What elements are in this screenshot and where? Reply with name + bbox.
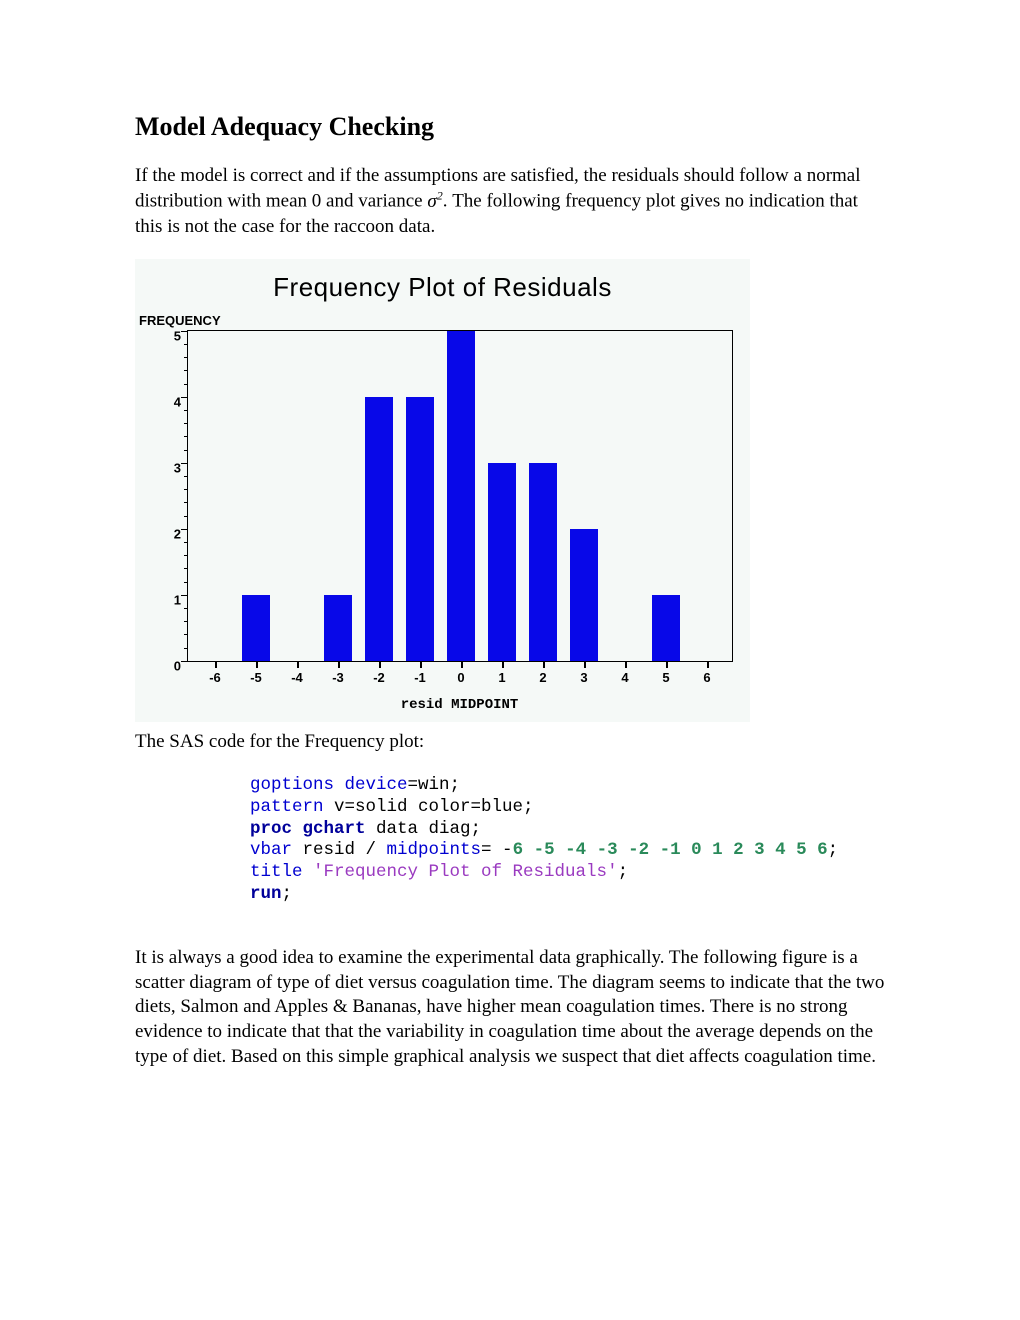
y-tick-mark bbox=[181, 331, 188, 333]
y-minor-tick bbox=[184, 542, 188, 544]
y-minor-tick bbox=[184, 384, 188, 386]
x-tick-label: 5 bbox=[662, 670, 669, 687]
x-label-row: -6 -5 -4 -3 -2 -1 0 1 2 3 4 5 6 bbox=[187, 670, 732, 692]
histogram-bar bbox=[242, 595, 270, 661]
y-tick-label: 0 bbox=[174, 658, 181, 675]
histogram-bar bbox=[324, 595, 352, 661]
x-tick-label: 1 bbox=[498, 670, 505, 687]
chart-body: 012345 bbox=[135, 330, 750, 662]
histogram-bar bbox=[447, 331, 475, 661]
y-minor-tick bbox=[184, 634, 188, 636]
sas-code-block: goptions device=win; pattern v=solid col… bbox=[250, 775, 885, 906]
frequency-chart: Frequency Plot of Residuals FREQUENCY 0 1… bbox=[135, 259, 750, 722]
y-tick-label: 2 bbox=[174, 526, 181, 543]
x-tick-mark bbox=[502, 662, 504, 668]
closing-paragraph: It is always a good idea to examine the … bbox=[135, 946, 885, 1069]
y-minor-tick bbox=[184, 582, 188, 584]
x-tick-mark bbox=[256, 662, 258, 668]
y-minor-tick bbox=[184, 608, 188, 610]
page-heading: Model Adequacy Checking bbox=[135, 110, 885, 144]
x-tick-label: 4 bbox=[621, 670, 628, 687]
histogram-bar bbox=[570, 529, 598, 661]
y-tick-label: 1 bbox=[174, 592, 181, 609]
sigma-symbol: σ2 bbox=[427, 191, 442, 212]
y-tick-label: 4 bbox=[174, 394, 181, 411]
x-tick-mark bbox=[707, 662, 709, 668]
histogram-bar bbox=[529, 463, 557, 661]
y-minor-tick bbox=[184, 450, 188, 452]
histogram-bar bbox=[488, 463, 516, 661]
y-minor-tick bbox=[184, 410, 188, 412]
y-minor-tick bbox=[184, 568, 188, 570]
x-tick-label: 6 bbox=[703, 670, 710, 687]
x-tick-mark bbox=[543, 662, 545, 668]
x-tick-mark bbox=[666, 662, 668, 668]
y-minor-tick bbox=[184, 555, 188, 557]
y-tick-label: 3 bbox=[174, 460, 181, 477]
intro-paragraph: If the model is correct and if the assum… bbox=[135, 164, 885, 239]
x-tick-mark bbox=[215, 662, 217, 668]
y-tick-label: 5 bbox=[174, 328, 181, 345]
y-axis-line bbox=[187, 331, 188, 661]
x-tick-mark bbox=[297, 662, 299, 668]
x-tick-label: 3 bbox=[580, 670, 587, 687]
y-tick-mark bbox=[181, 397, 188, 399]
x-tick-mark bbox=[379, 662, 381, 668]
x-tick-mark bbox=[625, 662, 627, 668]
y-minor-tick bbox=[184, 476, 188, 478]
y-tick-column: 012345 bbox=[135, 330, 187, 660]
x-tick-mark bbox=[338, 662, 340, 668]
y-minor-tick bbox=[184, 516, 188, 518]
histogram-bar bbox=[652, 595, 680, 661]
x-tick-label: 0 bbox=[457, 670, 464, 687]
x-tick-row bbox=[187, 662, 732, 670]
code-caption: The SAS code for the Frequency plot: bbox=[135, 730, 885, 755]
x-axis-title: resid MIDPOINT bbox=[187, 696, 732, 714]
y-tick-mark bbox=[181, 529, 188, 531]
y-minor-tick bbox=[184, 370, 188, 372]
y-tick-mark bbox=[181, 463, 188, 465]
x-tick-label: -1 bbox=[414, 670, 426, 687]
x-tick-mark bbox=[420, 662, 422, 668]
x-tick-label: -4 bbox=[291, 670, 303, 687]
histogram-bar bbox=[406, 397, 434, 661]
histogram-bar bbox=[365, 397, 393, 661]
y-tick-mark bbox=[181, 595, 188, 597]
x-tick-label: -6 bbox=[209, 670, 221, 687]
plot-area bbox=[187, 330, 733, 662]
y-minor-tick bbox=[184, 489, 188, 491]
x-tick-label: 2 bbox=[539, 670, 546, 687]
x-tick-label: -2 bbox=[373, 670, 385, 687]
y-minor-tick bbox=[184, 436, 188, 438]
x-tick-mark bbox=[461, 662, 463, 668]
chart-title: Frequency Plot of Residuals bbox=[135, 271, 750, 305]
x-tick-mark bbox=[584, 662, 586, 668]
y-minor-tick bbox=[184, 423, 188, 425]
document-page: Model Adequacy Checking If the model is … bbox=[0, 0, 1020, 1149]
y-axis-title: FREQUENCY bbox=[139, 313, 750, 330]
x-tick-label: -3 bbox=[332, 670, 344, 687]
y-minor-tick bbox=[184, 621, 188, 623]
y-minor-tick bbox=[184, 502, 188, 504]
x-tick-label: -5 bbox=[250, 670, 262, 687]
y-minor-tick bbox=[184, 344, 188, 346]
y-minor-tick bbox=[184, 357, 188, 359]
y-minor-tick bbox=[184, 648, 188, 650]
